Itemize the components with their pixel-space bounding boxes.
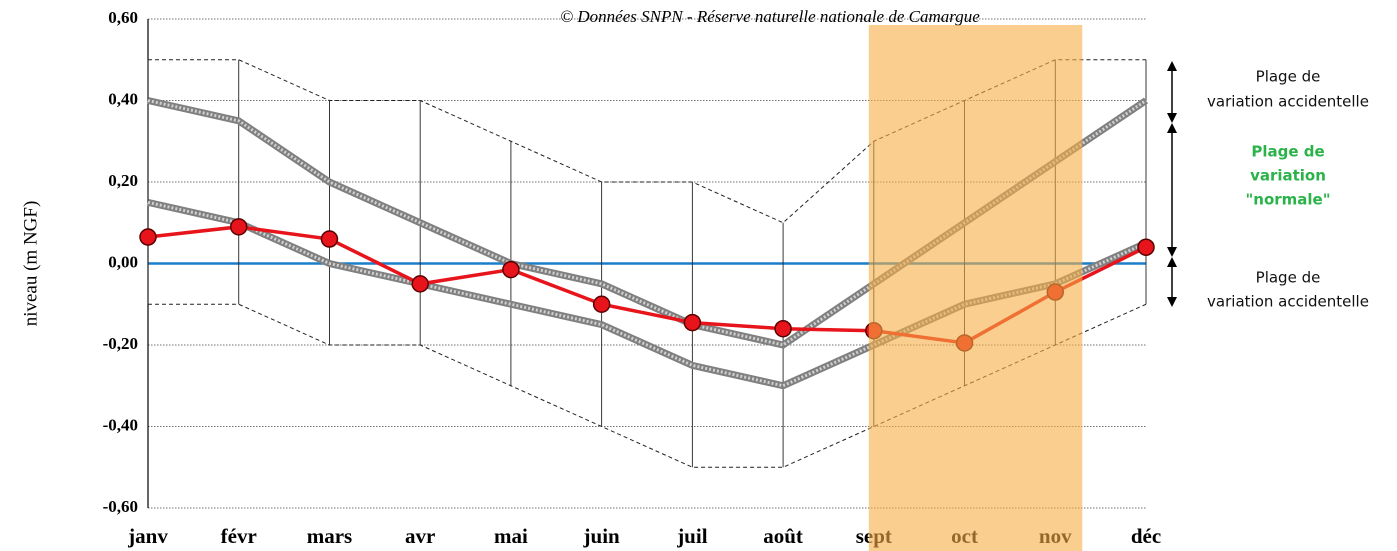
measured-point — [592, 295, 611, 313]
y-tick-label: 0,20 — [108, 171, 138, 190]
x-tick-label: avr — [405, 524, 435, 548]
measured-point — [683, 313, 702, 332]
x-tick-label: déc — [1131, 524, 1161, 548]
measured-point — [229, 218, 248, 236]
y-tick-label: -0,20 — [103, 334, 138, 353]
y-tick-label: 0,00 — [108, 252, 138, 271]
y-tick-label: 0,60 — [108, 8, 138, 27]
highlight-band — [868, 25, 1083, 551]
x-tick-label: mai — [494, 524, 528, 548]
source: © Données SNPN - Réserve naturelle natio… — [560, 7, 980, 26]
measured-point — [502, 260, 520, 279]
annotation: "normale" — [1245, 191, 1330, 209]
y-axis-label: niveau (m NGF) — [20, 201, 41, 327]
annotation: Plage de — [1256, 269, 1321, 287]
annotation: Plage de — [1251, 143, 1324, 161]
x-tick-label: août — [763, 524, 803, 548]
annotation: variation accidentelle — [1207, 293, 1369, 311]
y-tick-label: 0,40 — [108, 89, 138, 108]
annotation: variation — [1250, 167, 1326, 185]
normal-line-inner — [147, 99, 1147, 347]
measured-point — [774, 319, 792, 338]
normal-line-inner — [147, 200, 1147, 388]
x-tick-label: juil — [676, 524, 708, 548]
measured-point — [139, 228, 157, 246]
x-tick-label: juin — [583, 524, 621, 548]
y-tick-label: -0,40 — [103, 415, 138, 434]
x-tick-label: mars — [307, 524, 353, 548]
x-tick-label: févr — [221, 524, 257, 548]
annotation: variation accidentelle — [1207, 93, 1369, 111]
annotation: Plage de — [1256, 68, 1321, 86]
measured-point — [411, 275, 429, 293]
accidental-line — [148, 59, 1146, 224]
measured-point — [320, 230, 339, 248]
measured-point — [1137, 238, 1155, 256]
x-tick-label: janv — [127, 524, 168, 548]
y-tick-label: -0,60 — [103, 497, 138, 516]
